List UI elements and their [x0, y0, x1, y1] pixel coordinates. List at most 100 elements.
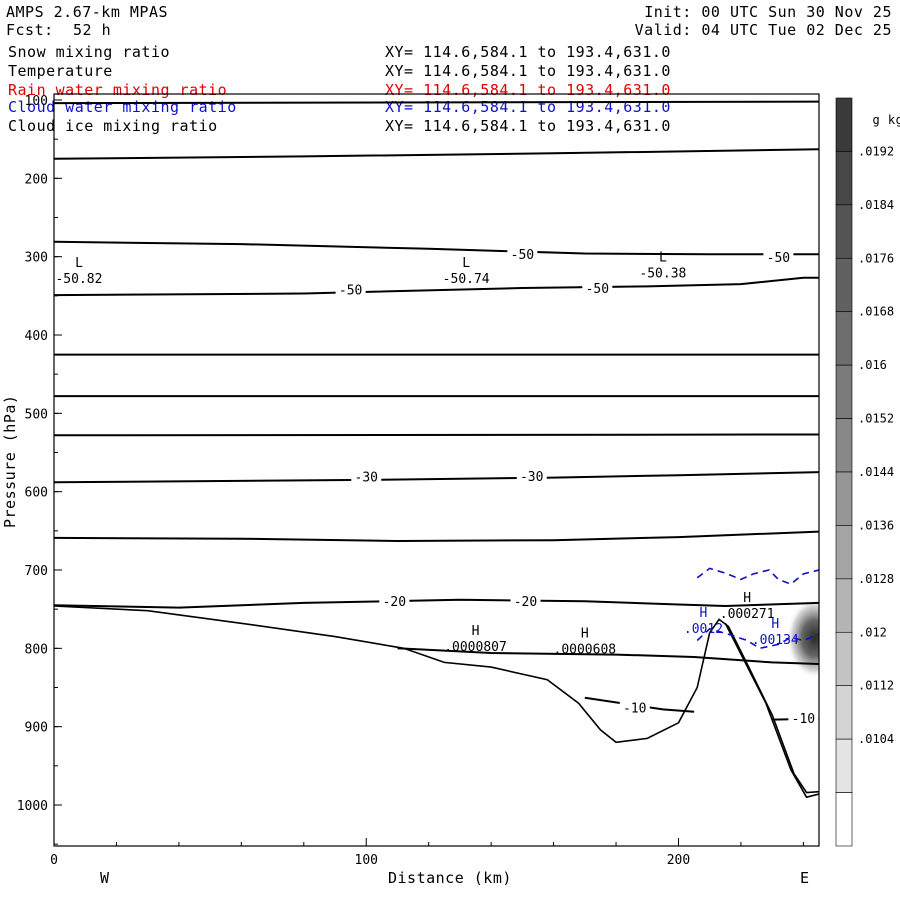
- isotherm-line: [54, 240, 819, 256]
- colorbar-swatch: [835, 418, 853, 473]
- colorbar-swatch: [835, 525, 853, 580]
- isotherm-label-bg: [335, 282, 366, 297]
- isotherm-label: -30: [355, 471, 378, 486]
- isotherm-label: -50: [586, 282, 609, 297]
- terrain-line-secondary: [724, 622, 819, 799]
- y-tick-label: 200: [25, 172, 48, 187]
- extremum-value: .00134: [752, 633, 799, 648]
- isotherm-line: [54, 433, 819, 437]
- isotherm-label-bg: [763, 250, 794, 265]
- colorbar-label: .0104: [858, 732, 894, 746]
- isotherm-label-bg: [582, 280, 613, 295]
- colorbar-label: .0184: [858, 198, 894, 212]
- isotherm-label: -20: [383, 595, 406, 610]
- extremum-value: -50.74: [443, 272, 490, 287]
- extremum-value: .0012: [684, 622, 723, 637]
- colorbar-label: .012: [858, 625, 887, 639]
- isotherm-line: [54, 276, 819, 297]
- extremum-letter: H: [700, 606, 708, 621]
- cloud-water-contour: [696, 567, 819, 586]
- isotherm-label-bg: [379, 594, 410, 609]
- y-tick-label: 900: [25, 721, 48, 736]
- isotherm-label: -50: [767, 251, 790, 266]
- isotherm-line: [54, 100, 819, 105]
- colorbar-label: .0176: [858, 251, 894, 265]
- colorbar-swatch: [835, 471, 853, 526]
- colorbar-swatch: [835, 257, 853, 313]
- legend-temperature-range: XY= 114.6,584.1 to 193.4,631.0: [385, 62, 671, 80]
- plot-frame: [53, 93, 820, 847]
- isotherm-line: [54, 471, 819, 484]
- y-tick-label: 300: [25, 251, 48, 266]
- colorbar-swatch: [835, 204, 853, 259]
- y-tick-label: 600: [25, 486, 48, 501]
- colorbar-swatch: [835, 792, 853, 847]
- isotherm-label: -30: [520, 470, 543, 485]
- colorbar-label: .0136: [858, 518, 894, 532]
- isotherm-label-bg: [788, 710, 819, 725]
- colorbar-swatch: [835, 685, 853, 740]
- extremum-value: .0000608: [554, 642, 617, 657]
- valid-time: Valid: 04 UTC Tue 02 Dec 25: [634, 21, 892, 39]
- isotherm-label-bg: [510, 594, 541, 609]
- isotherm-label: -10: [792, 712, 815, 727]
- colorbar-swatch: [835, 311, 853, 366]
- cloud-ice-shading: [786, 598, 819, 679]
- y-tick-label: 100: [25, 94, 48, 109]
- extremum-letter: H: [743, 591, 751, 606]
- isotherm-label: -50: [511, 248, 534, 263]
- extremum-value: -50.82: [55, 272, 102, 287]
- extremum-letter: H: [472, 624, 480, 639]
- colorbar-label: .016: [858, 358, 887, 372]
- x-axis-west-label: W: [100, 869, 110, 887]
- colorbar-label: .0112: [858, 679, 894, 693]
- y-tick-label: 1000: [17, 799, 48, 814]
- colorbar-label: .0152: [858, 412, 894, 426]
- extremum-letter: L: [75, 256, 83, 271]
- extremum-letter: H: [581, 626, 589, 641]
- isotherm-line: [54, 530, 819, 543]
- forecast-label: Fcst:: [6, 21, 54, 39]
- colorbar-label: .0144: [858, 465, 894, 479]
- x-tick-label: 0: [50, 853, 58, 868]
- legend-snow-name: Snow mixing ratio: [8, 43, 171, 61]
- isotherm-label-bg: [507, 247, 538, 262]
- isotherm-label-bg: [516, 468, 547, 483]
- isotherm-label: -10: [623, 702, 646, 717]
- y-tick-label: 700: [25, 564, 48, 579]
- x-axis-title: Distance (km): [388, 869, 512, 887]
- colorbar-label: .0192: [858, 144, 894, 158]
- y-tick-label: 800: [25, 642, 48, 657]
- colorbar-swatch: [835, 738, 853, 793]
- legend-cloud-ice-name: Cloud ice mixing ratio: [8, 117, 218, 135]
- extremum-value: .0000807: [444, 640, 507, 655]
- colorbar-label: .0168: [858, 305, 894, 319]
- colorbar-swatch: [835, 97, 853, 152]
- extremum-letter: L: [462, 256, 470, 271]
- init-time: Init: 00 UTC Sun 30 Nov 25: [644, 3, 892, 21]
- isotherm-line: [584, 696, 695, 713]
- extremum-letter: H: [771, 617, 779, 632]
- x-axis-east-label: E: [800, 869, 810, 887]
- isotherm-label: -20: [514, 595, 537, 610]
- extremum-value: .000271: [720, 607, 775, 622]
- extremum-letter: L: [659, 250, 667, 265]
- x-tick-label: 100: [355, 853, 378, 868]
- isotherm-label-bg: [619, 700, 650, 715]
- y-tick-label: 500: [25, 407, 48, 422]
- legend-cloud-ice-range: XY= 114.6,584.1 to 193.4,631.0: [385, 117, 671, 135]
- y-tick-label: 400: [25, 329, 48, 344]
- legend-snow-range: XY= 114.6,584.1 to 193.4,631.0: [385, 43, 671, 61]
- isotherm-label-bg: [351, 469, 382, 484]
- extremum-value: -50.38: [639, 266, 686, 281]
- x-tick-label: 200: [667, 853, 690, 868]
- forecast-value: 52 h: [73, 21, 112, 39]
- model-title: AMPS 2.67-km MPAS: [6, 3, 169, 21]
- cloud-water-contour: [696, 627, 819, 650]
- isotherm-label: -50: [339, 283, 362, 298]
- colorbar-unit-text: g kg: [872, 113, 900, 127]
- colorbar-unit: g kg-1: [857, 93, 900, 128]
- colorbar-swatch: [835, 151, 853, 206]
- colorbar-swatch: [835, 631, 853, 687]
- legend-temperature-name: Temperature: [8, 62, 113, 80]
